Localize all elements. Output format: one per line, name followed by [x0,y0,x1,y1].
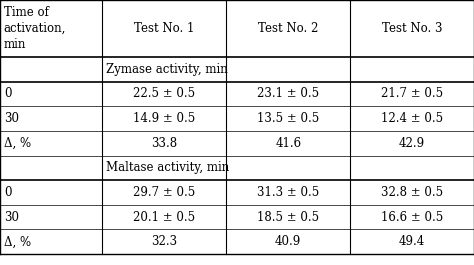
Text: 32.8 ± 0.5: 32.8 ± 0.5 [381,186,443,199]
Text: 12.4 ± 0.5: 12.4 ± 0.5 [381,112,443,125]
Text: Test No. 3: Test No. 3 [382,22,442,35]
Text: Zymase activity, min: Zymase activity, min [106,63,228,76]
Text: Maltase activity, min: Maltase activity, min [106,161,229,174]
Bar [0,156,474,180]
Text: 20.1 ± 0.5: 20.1 ± 0.5 [133,211,195,224]
Bar [0,57,474,82]
Text: 41.6: 41.6 [275,137,301,150]
Text: 16.6 ± 0.5: 16.6 ± 0.5 [381,211,443,224]
Text: Time of
activation,
min: Time of activation, min [4,6,66,51]
Text: 40.9: 40.9 [275,235,301,248]
Text: 49.4: 49.4 [399,235,425,248]
Text: 31.3 ± 0.5: 31.3 ± 0.5 [257,186,319,199]
Text: 21.7 ± 0.5: 21.7 ± 0.5 [381,87,443,100]
Text: 0: 0 [4,87,11,100]
Bar [0,131,474,156]
Text: Test No. 2: Test No. 2 [258,22,319,35]
Text: 32.3: 32.3 [151,235,177,248]
Text: Test No. 1: Test No. 1 [134,22,194,35]
Text: 23.1 ± 0.5: 23.1 ± 0.5 [257,87,319,100]
Text: 0: 0 [4,186,11,199]
Bar [0,229,474,254]
Bar [0,106,474,131]
Text: 29.7 ± 0.5: 29.7 ± 0.5 [133,186,195,199]
Text: 13.5 ± 0.5: 13.5 ± 0.5 [257,112,319,125]
Text: Δ, %: Δ, % [4,235,31,248]
Text: 33.8: 33.8 [151,137,177,150]
Text: 18.5 ± 0.5: 18.5 ± 0.5 [257,211,319,224]
Bar [0,82,474,106]
Text: 30: 30 [4,211,19,224]
Text: 30: 30 [4,112,19,125]
Bar [0,180,474,205]
Text: Δ, %: Δ, % [4,137,31,150]
Text: 14.9 ± 0.5: 14.9 ± 0.5 [133,112,195,125]
Text: 22.5 ± 0.5: 22.5 ± 0.5 [133,87,195,100]
Text: 42.9: 42.9 [399,137,425,150]
Bar [0,205,474,229]
